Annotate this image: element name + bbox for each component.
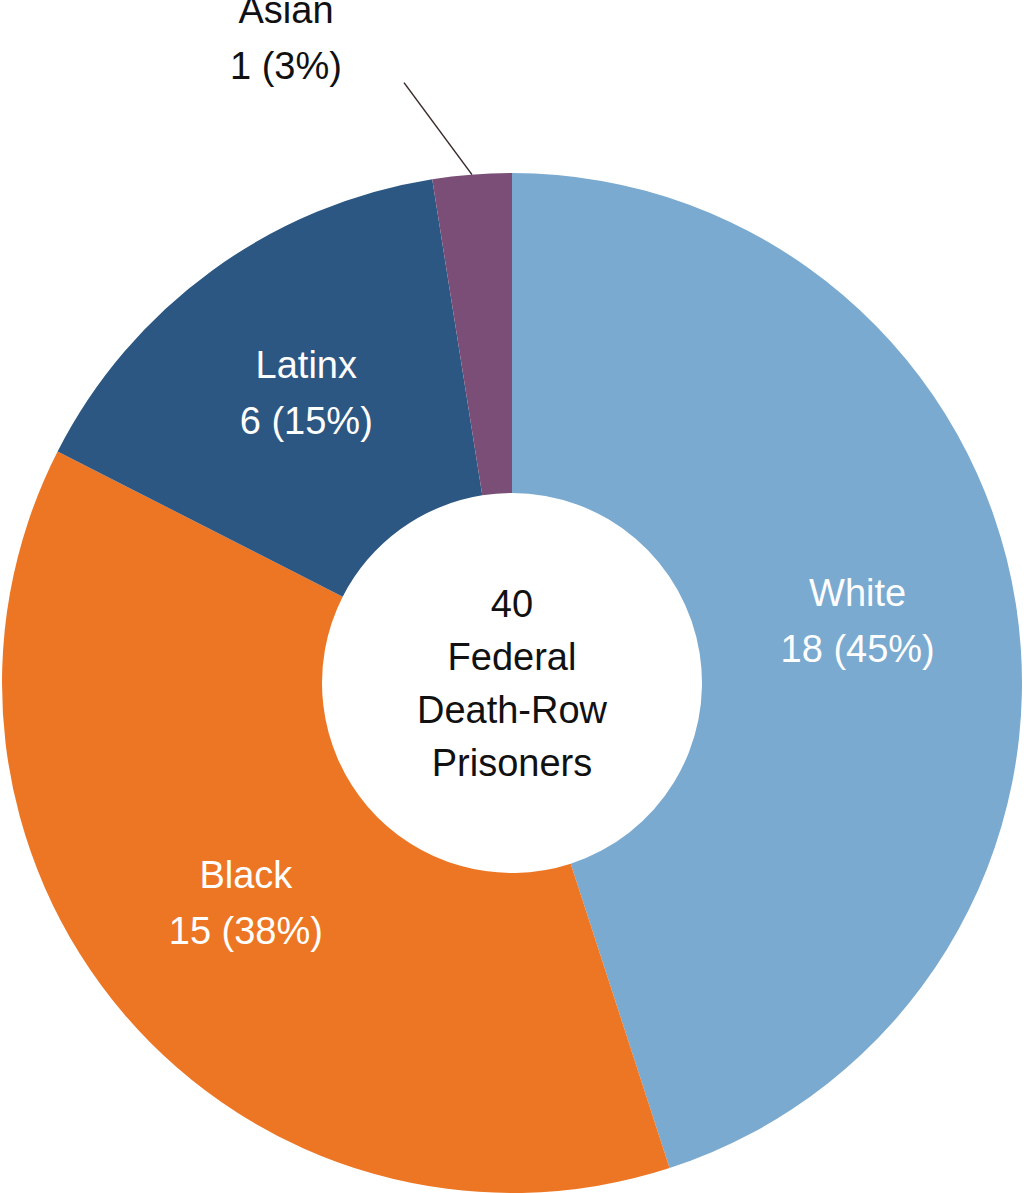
chart: White 18 (45%) Black 15 (38%) Latinx 6 (15%) A… — [0, 0, 1024, 1193]
slice-value-label: 1 (3%) — [230, 45, 342, 87]
slice-category: Asian — [238, 0, 333, 31]
slice-category: Black — [199, 854, 293, 896]
slice-value-label: 18 (45%) — [781, 628, 935, 670]
slices — [2, 173, 1022, 1193]
labels: White 18 (45%) Black 15 (38%) Latinx 6 (15%) A… — [169, 0, 935, 952]
center-label-line: Death-Row — [417, 689, 608, 731]
slice-category: White — [809, 572, 906, 614]
slice — [432, 173, 512, 495]
slice — [58, 179, 483, 596]
center-label: 40 Federal Death-Row Prisoners — [417, 583, 608, 784]
slice-value-label: 15 (38%) — [169, 910, 323, 952]
center-label-line: 40 — [491, 583, 533, 625]
slice-value-label: 6 (15%) — [240, 400, 373, 442]
slice-category: Latinx — [256, 344, 357, 386]
leader-line — [404, 83, 472, 175]
center-label-line: Prisoners — [432, 742, 593, 784]
center-label-line: Federal — [448, 636, 577, 678]
